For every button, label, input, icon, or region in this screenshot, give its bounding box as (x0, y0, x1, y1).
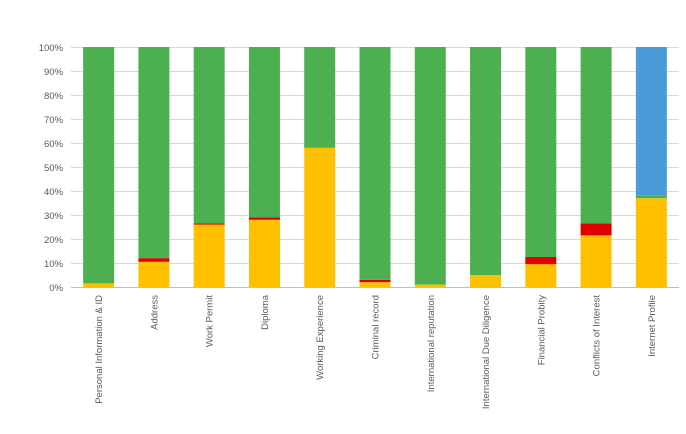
y-tick-label: 0% (49, 283, 63, 294)
bar-segment-yellow (525, 264, 557, 287)
bar-segment-green (83, 47, 115, 284)
bar-segment-yellow (635, 198, 667, 287)
bar-segment-green (635, 195, 667, 199)
bar-segment-red (193, 223, 225, 225)
x-category-label: Criminal record (371, 295, 382, 359)
x-category-label: International Due Diligence (481, 295, 492, 409)
bar-segment-red (138, 258, 170, 262)
bar-segment-green (414, 47, 446, 285)
x-category-label: Work Permit (205, 295, 216, 347)
x-category-label: Personal Information & ID (94, 295, 105, 404)
y-tick-label: 30% (44, 211, 64, 222)
bar-segment-red (580, 223, 612, 236)
bar-segment-red (248, 217, 280, 220)
x-category-label: Address (149, 295, 160, 330)
bar-segment-green (525, 47, 557, 257)
bar-segment-green (580, 47, 612, 224)
bar-segment-yellow (248, 219, 280, 287)
y-tick-label: 40% (44, 187, 64, 198)
bar-segment-green (193, 47, 225, 224)
bar-segment-yellow (359, 282, 391, 287)
x-category-label: Working Experience (315, 295, 326, 380)
y-tick-label: 10% (44, 259, 64, 270)
bar-segment-red (525, 257, 557, 265)
y-tick-label: 100% (39, 43, 64, 54)
bar-segment-blue (635, 47, 667, 196)
bar-segment-yellow (580, 235, 612, 287)
bar-segment-red (359, 279, 391, 283)
bar-segment-yellow (304, 147, 336, 287)
bar-segment-green (470, 47, 502, 275)
bar-segment-green (304, 47, 336, 148)
bar-segment-yellow (138, 261, 170, 287)
bar-segment-green (248, 47, 280, 218)
bar-segment-yellow (83, 283, 115, 287)
y-tick-label: 90% (44, 67, 64, 78)
y-axis-ticks: 0% 10% 20% 30% 40% 50% 60% 70% 80% 90% 100% (39, 43, 64, 294)
bars (83, 47, 667, 287)
bar-segment-yellow (470, 275, 502, 287)
y-tick-label: 50% (44, 163, 64, 174)
x-category-label: Conflicts of Interest (592, 295, 603, 377)
x-category-label: Internet Profile (647, 295, 658, 357)
x-category-label: Diploma (260, 294, 271, 330)
x-category-label: Financial Probity (536, 295, 547, 365)
bar-segment-yellow (193, 224, 225, 287)
bar-segment-green (138, 47, 170, 259)
y-tick-label: 20% (44, 235, 64, 246)
x-axis-labels: Personal Information & ID Address Work Per… (94, 294, 658, 409)
y-tick-label: 60% (44, 139, 64, 150)
y-tick-label: 70% (44, 115, 64, 126)
x-category-label: International reputation (426, 295, 437, 392)
bar-segment-yellow (414, 284, 446, 287)
y-tick-label: 80% (44, 91, 64, 102)
bar-segment-green (359, 47, 391, 280)
